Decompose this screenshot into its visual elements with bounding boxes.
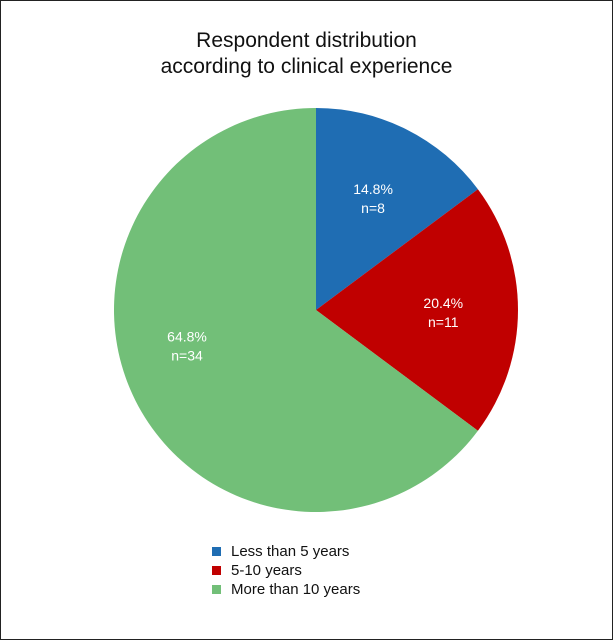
legend-item-more-than-10: More than 10 years bbox=[212, 580, 360, 599]
chart-title: Respondent distribution according to cli… bbox=[0, 28, 613, 80]
pie-slice bbox=[113, 108, 478, 512]
legend-swatch bbox=[212, 566, 221, 575]
legend-label: Less than 5 years bbox=[231, 543, 350, 560]
slice-percent-label: 14.8% bbox=[353, 181, 393, 197]
legend-item-less-than-5: Less than 5 years bbox=[212, 542, 360, 561]
legend-label: 5-10 years bbox=[231, 562, 302, 579]
slice-percent-label: 20.4% bbox=[423, 295, 463, 311]
pie-slice bbox=[316, 108, 478, 310]
legend-label: More than 10 years bbox=[231, 581, 361, 598]
slice-count-label: n=8 bbox=[361, 200, 385, 216]
legend-swatch bbox=[212, 585, 221, 594]
chart-title-line-1: Respondent distribution bbox=[196, 29, 417, 52]
chart-title-line-2: according to clinical experience bbox=[160, 55, 453, 78]
pie-slice bbox=[316, 189, 518, 431]
legend-item-5-10: 5-10 years bbox=[212, 561, 360, 580]
chart-legend: Less than 5 years 5-10 years More than 1… bbox=[212, 542, 360, 599]
slice-count-label: n=34 bbox=[171, 348, 203, 364]
legend-swatch bbox=[212, 547, 221, 556]
slice-percent-label: 64.8% bbox=[167, 329, 207, 345]
slice-count-label: n=11 bbox=[428, 314, 459, 330]
